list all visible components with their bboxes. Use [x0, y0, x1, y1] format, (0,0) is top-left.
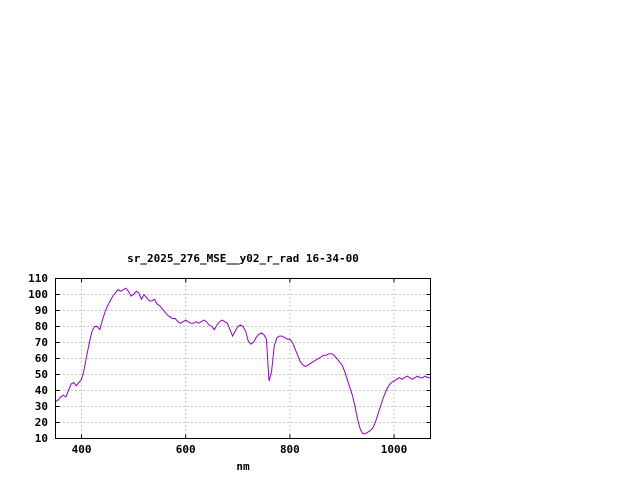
chart-title: sr_2025_276_MSE__y02_r_rad 16-34-00: [127, 252, 359, 265]
plot-border: [55, 278, 431, 439]
x-tick-label: 600: [175, 443, 196, 456]
y-tick-label: 40: [34, 383, 48, 397]
y-tick-label: 60: [34, 351, 48, 365]
y-tick-label: 50: [34, 367, 48, 381]
y-tick-label: 110: [28, 271, 48, 285]
y-tick-label: 80: [34, 319, 48, 333]
y-tick-label: 10: [34, 431, 48, 445]
y-tick-label: 70: [34, 335, 48, 349]
y-tick-label: 90: [34, 303, 48, 317]
y-tick-label: 20: [34, 415, 48, 429]
plot-area: [55, 278, 431, 439]
x-tick-label: 1000: [380, 443, 408, 456]
y-tick-label: 30: [34, 399, 48, 413]
x-axis-label: nm: [236, 460, 250, 473]
x-tick-label: 800: [279, 443, 300, 456]
y-tick-label: 100: [28, 287, 48, 301]
series-line: [55, 287, 431, 435]
x-tick-label: 400: [71, 443, 92, 456]
